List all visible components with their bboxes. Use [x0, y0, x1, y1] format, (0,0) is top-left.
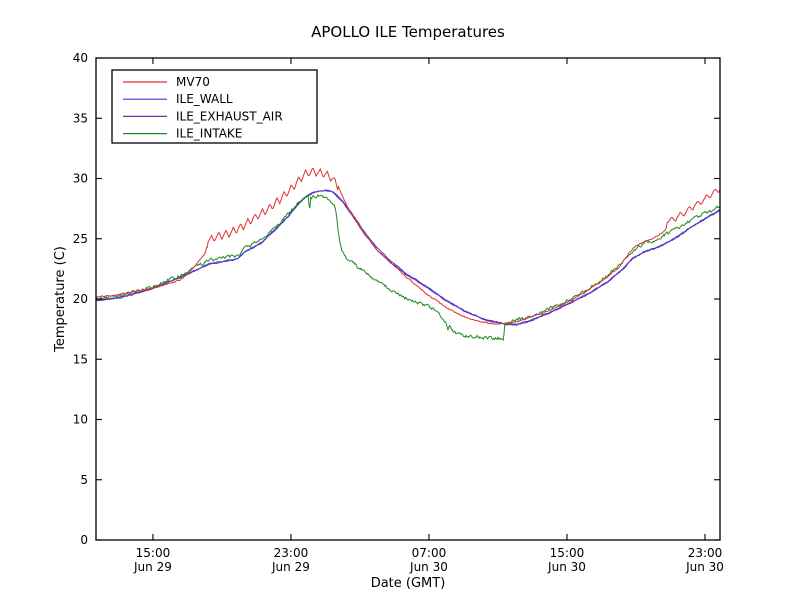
x-tick-time: 15:00: [136, 546, 171, 560]
x-tick-date: Jun 30: [685, 560, 724, 574]
y-axis-label: Temperature (C): [53, 246, 68, 353]
legend-item-ILE_INTAKE: ILE_INTAKE: [123, 127, 242, 141]
x-tick-date: Jun 30: [547, 560, 586, 574]
legend-items: MV70 ILE_WALL ILE_EXHAUST_AIR ILE_INTAKE: [123, 75, 283, 141]
x-tick-date: Jun 30: [409, 560, 448, 574]
x-tick-time: 07:00: [412, 546, 447, 560]
y-tick-value: 0: [80, 533, 88, 547]
plot-area: [96, 167, 720, 342]
y-tick-labels: 0 5 10 15 20 25 30 35 40: [73, 51, 88, 547]
legend-label-MV70: MV70: [176, 75, 210, 89]
legend-label-ILE_WALL: ILE_WALL: [176, 92, 233, 106]
x-tick-time: 15:00: [550, 546, 585, 560]
y-tick-value: 35: [73, 111, 88, 125]
legend: MV70 ILE_WALL ILE_EXHAUST_AIR ILE_INTAKE: [111, 69, 318, 144]
legend-item-ILE_EXHAUST_AIR: ILE_EXHAUST_AIR: [123, 109, 283, 123]
legend-label-ILE_INTAKE: ILE_INTAKE: [176, 127, 242, 141]
y-tick-value: 15: [73, 352, 88, 366]
y-tick-value: 40: [73, 51, 88, 65]
legend-item-MV70: MV70: [123, 75, 210, 89]
legend-item-ILE_WALL: ILE_WALL: [123, 92, 233, 106]
y-tick-value: 20: [73, 292, 88, 306]
axis-ticks: [96, 57, 720, 541]
x-tick-date: Jun 29: [133, 560, 172, 574]
y-tick-value: 10: [73, 413, 88, 427]
chart-title: APOLLO ILE Temperatures: [311, 23, 505, 41]
series-line-MV70: [96, 167, 720, 325]
y-tick-value: 30: [73, 172, 88, 186]
y-tick-value: 25: [73, 232, 88, 246]
x-tick-date: Jun 29: [271, 560, 310, 574]
series-line-ILE_INTAKE: [96, 194, 720, 342]
legend-label-ILE_EXHAUST_AIR: ILE_EXHAUST_AIR: [176, 109, 283, 123]
x-tick-time: 23:00: [274, 546, 309, 560]
x-tick-time: 23:00: [688, 546, 723, 560]
series-line-ILE_WALL: [96, 189, 720, 326]
y-tick-value: 5: [80, 473, 88, 487]
x-axis-label: Date (GMT): [371, 576, 446, 591]
